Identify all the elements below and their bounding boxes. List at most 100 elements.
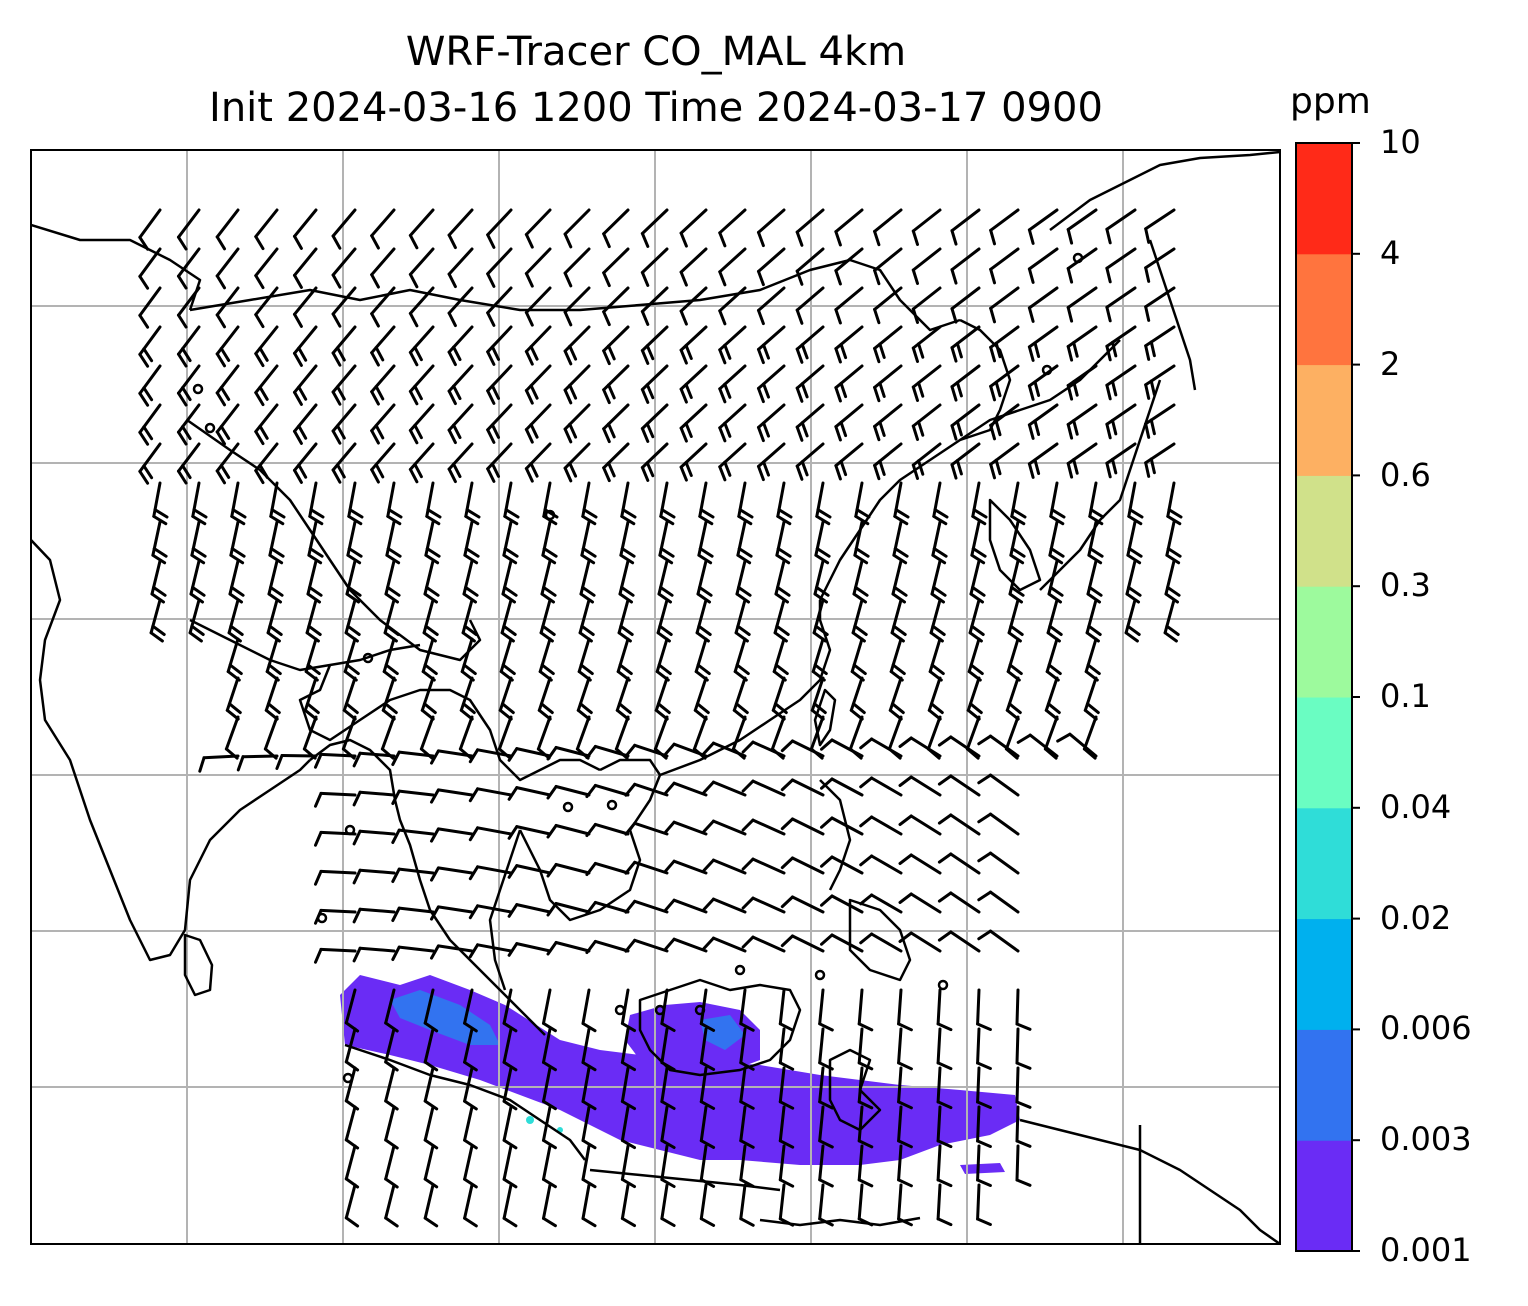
wind-barb-feather xyxy=(138,274,150,290)
wind-barb-shaft xyxy=(718,286,747,313)
wind-barb-shaft xyxy=(911,403,942,428)
wind-barb-feather xyxy=(795,386,804,403)
wind-barb-feather xyxy=(994,380,1002,398)
wind-barb-feather xyxy=(857,1022,874,1032)
border-himalaya xyxy=(186,418,482,662)
wind-barb-feather xyxy=(815,514,831,526)
calm-wind-circle xyxy=(342,1072,354,1084)
wind-barb-feather xyxy=(503,585,518,597)
wind-barb-feather xyxy=(391,906,401,922)
wind-barb-shaft xyxy=(502,1066,513,1103)
wind-barb-feather xyxy=(1144,344,1151,361)
wind-barb-feather xyxy=(150,592,165,604)
wind-barb-feather xyxy=(736,553,752,565)
wind-barb-feather xyxy=(215,313,226,329)
wind-barb-feather xyxy=(936,1061,953,1071)
wind-barb-feather xyxy=(423,1177,439,1189)
wind-barb-shaft xyxy=(679,325,708,352)
wind-barb-feather xyxy=(331,234,342,250)
wind-barb-feather xyxy=(834,347,842,364)
wind-barb-shaft xyxy=(739,1183,747,1221)
wind-barb-shaft xyxy=(280,754,318,758)
wind-barb-feather xyxy=(1144,305,1151,322)
wind-barb-feather xyxy=(370,273,380,289)
wind-barb-shaft xyxy=(423,1144,435,1181)
wind-barb-feather xyxy=(541,553,557,565)
wind-barb-shaft xyxy=(791,778,825,797)
wind-barb-shaft xyxy=(502,1027,513,1064)
wind-barb-feather xyxy=(149,631,164,643)
wind-barb-shaft xyxy=(554,746,591,758)
wind-barb-shaft xyxy=(989,812,1020,836)
wind-barb-feather xyxy=(911,229,919,246)
wind-barb-shaft xyxy=(909,853,942,875)
wind-barb-feather xyxy=(735,702,749,715)
wind-barb-feather xyxy=(370,468,380,484)
wind-barb-shaft xyxy=(897,1144,903,1182)
wind-barb-shaft xyxy=(870,893,903,914)
wind-barb-feather xyxy=(780,739,794,753)
wind-barb-feather xyxy=(269,585,284,597)
wind-barb-feather xyxy=(423,1099,439,1111)
wind-barb-shaft xyxy=(524,364,552,392)
wind-barb-feather xyxy=(219,425,231,440)
wind-barb-shaft xyxy=(515,942,552,953)
wind-barb-shaft xyxy=(215,286,240,317)
wind-barb-shaft xyxy=(515,786,552,797)
wind-barb-feather xyxy=(776,585,791,597)
wind-barb-feather xyxy=(430,788,440,804)
wind-barb-shaft xyxy=(463,1183,474,1220)
wind-barb-feather xyxy=(834,464,842,481)
wind-barb-feather xyxy=(679,309,688,326)
wind-barb-feather xyxy=(191,514,207,526)
wind-barb-shaft xyxy=(660,1183,669,1221)
wind-barb-feather xyxy=(1166,514,1182,526)
wind-barb-feather xyxy=(424,624,439,636)
wind-barb-shaft xyxy=(331,247,357,277)
wind-barb-shaft xyxy=(712,819,747,836)
wind-barb-shaft xyxy=(344,1183,357,1220)
wind-barb-feather xyxy=(228,702,242,715)
wind-barb-feather xyxy=(624,782,637,797)
wind-barb-feather xyxy=(820,777,834,790)
wind-barb-feather xyxy=(660,1022,676,1032)
wind-barb-feather xyxy=(585,744,597,760)
wind-barb-feather xyxy=(1008,702,1022,715)
wind-barb-feather xyxy=(1015,1178,1032,1187)
wind-barb-feather xyxy=(468,826,480,842)
wind-barb-shaft xyxy=(542,1105,552,1142)
wind-barb-feather xyxy=(624,743,637,758)
colorbar xyxy=(1296,143,1352,1252)
wind-barb-shaft xyxy=(476,865,513,875)
wind-barb-feather xyxy=(658,553,674,565)
wind-barb-shaft xyxy=(751,857,786,875)
calm-wind-circle xyxy=(316,912,328,924)
wind-barb-feather xyxy=(778,1139,795,1149)
wind-barb-feather xyxy=(976,1178,992,1187)
wind-barb-shaft xyxy=(458,715,474,751)
colorbar-band xyxy=(1296,364,1352,476)
wind-barb-shaft xyxy=(215,364,240,395)
wind-barb-shaft xyxy=(633,743,669,758)
wind-barb-feather xyxy=(423,1138,439,1150)
wind-barb-shaft xyxy=(757,208,786,234)
wind-barb-shaft xyxy=(965,715,981,751)
wind-barb-feather xyxy=(463,1177,478,1189)
wind-barb-feather xyxy=(859,815,874,828)
wind-barb-shaft xyxy=(138,208,162,239)
wind-barb-feather xyxy=(585,900,597,916)
wind-barb-feather xyxy=(293,468,303,484)
wind-barb-feather xyxy=(820,855,834,868)
colorbar-band xyxy=(1296,586,1352,698)
wind-barb-feather xyxy=(976,1022,992,1031)
wind-barb-feather xyxy=(1124,631,1139,643)
wind-barb-feather xyxy=(142,464,154,480)
wind-barb-feather xyxy=(408,272,419,289)
wind-barb-shaft xyxy=(1015,1027,1020,1065)
wind-barb-feather xyxy=(741,818,755,832)
wind-barb-feather xyxy=(468,787,480,803)
wind-barb-shaft xyxy=(177,442,201,473)
wind-barb-feather xyxy=(314,791,323,808)
coastline-sakhalin xyxy=(1148,239,1197,391)
wind-barb-feather xyxy=(930,702,944,715)
